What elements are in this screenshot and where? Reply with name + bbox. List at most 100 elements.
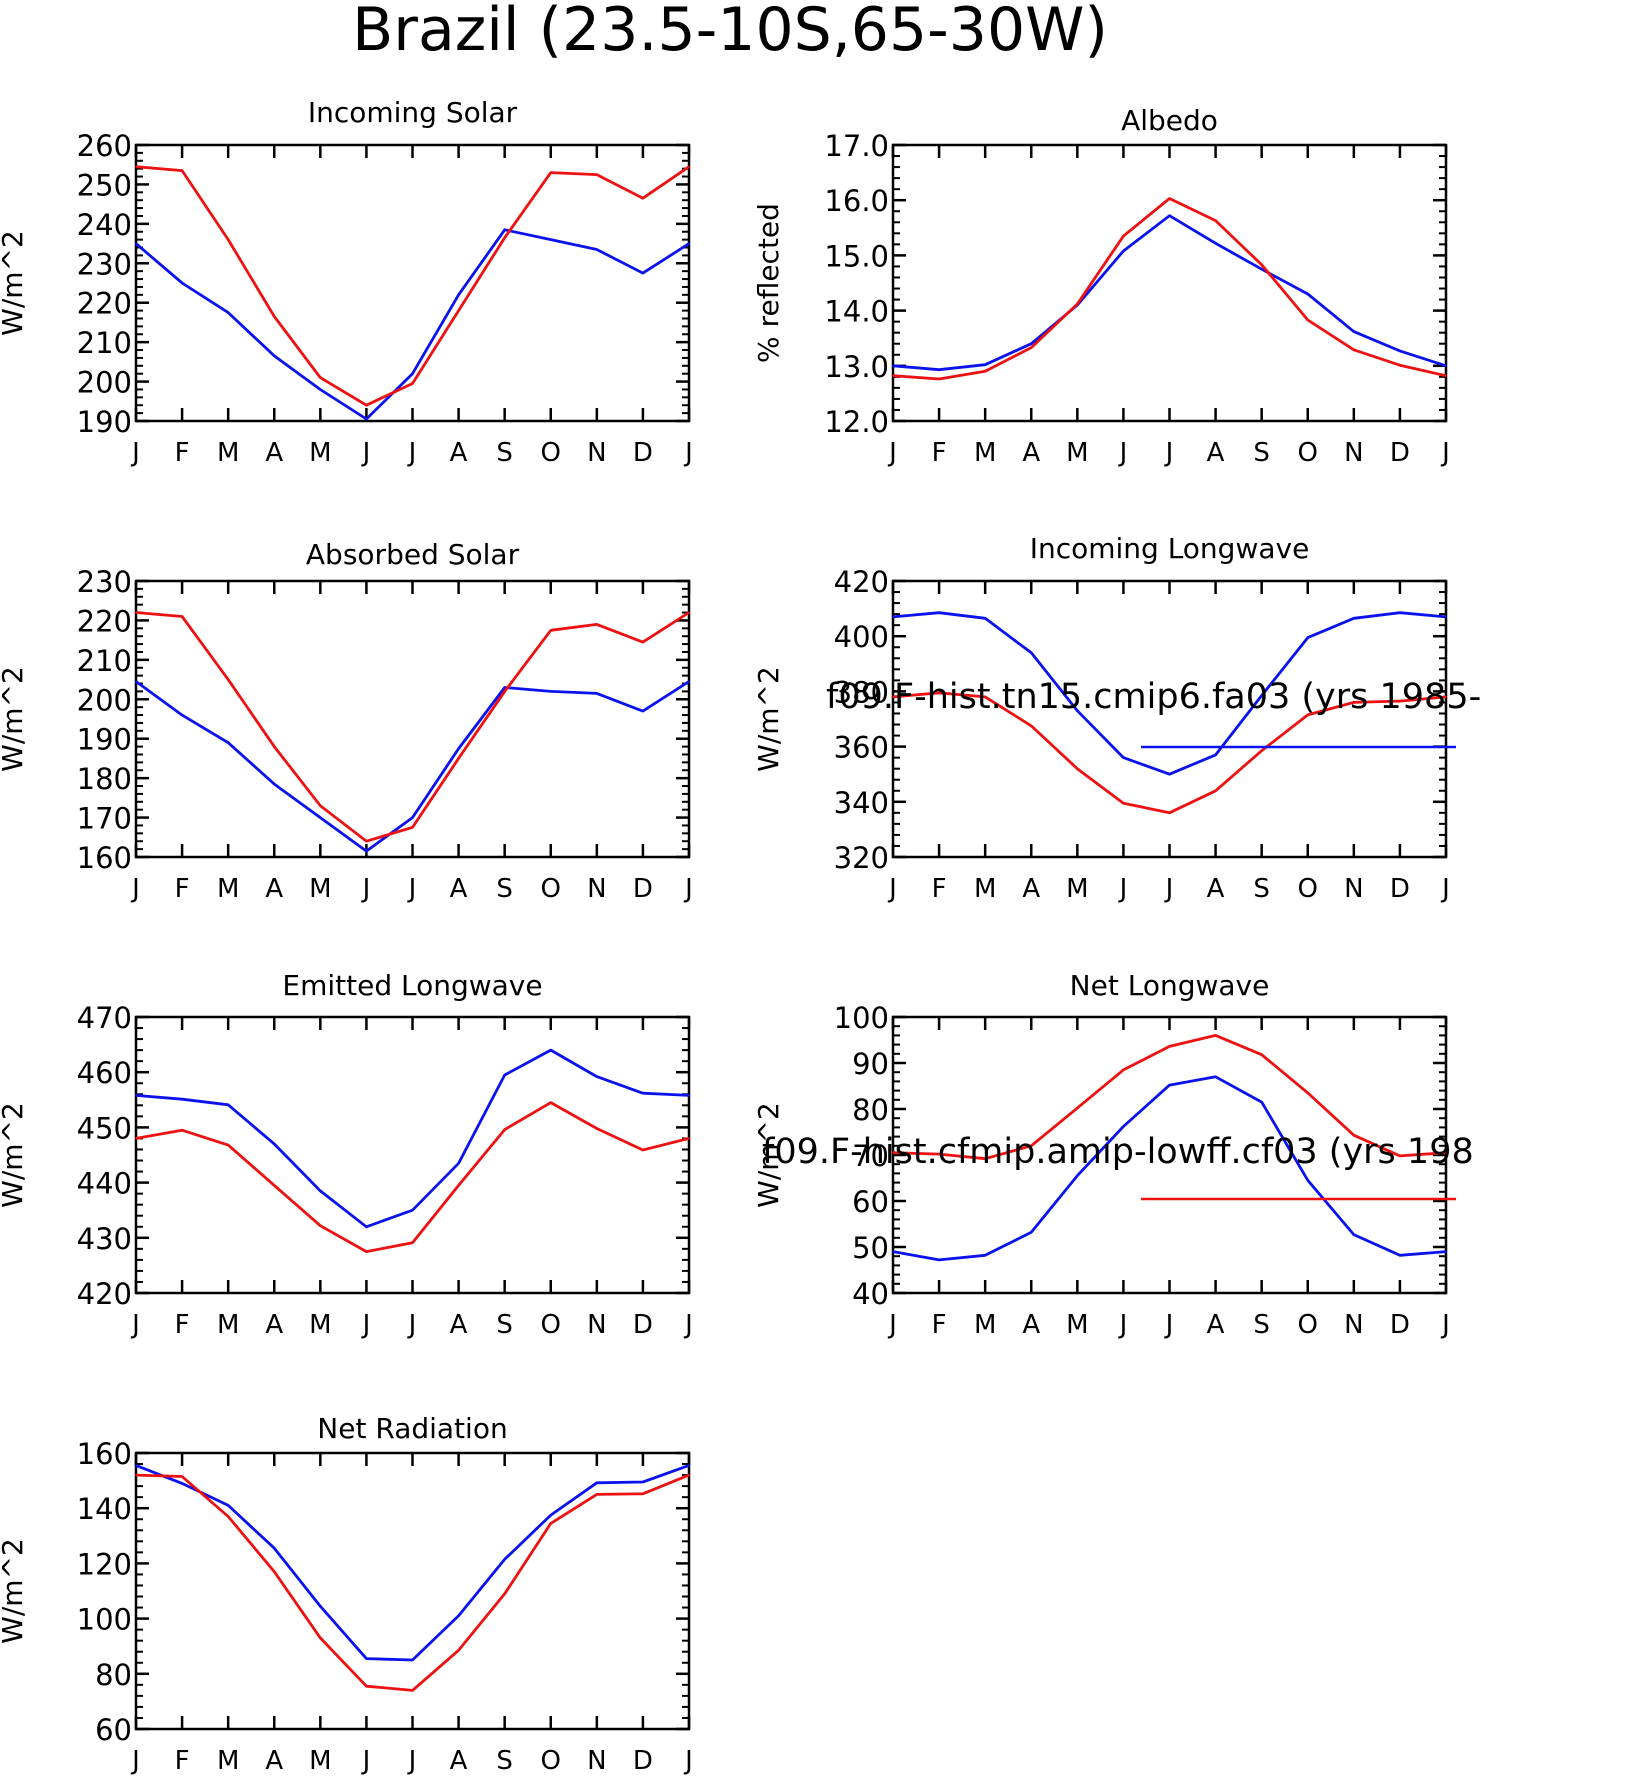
legend-label-series-b: f09.F-hist.cfmip.amip-lowff.cf03 (yrs 19… [762,1132,1474,1172]
y-tick-label: 180 [77,762,132,796]
x-tick-label: A [450,1746,468,1776]
point-series-a [1353,330,1355,333]
x-tick-label: M [217,438,239,468]
x-tick-label: A [265,874,283,904]
point-series-a [892,365,894,367]
y-tick-label: 190 [77,405,132,439]
x-tick-label: J [1118,1310,1128,1340]
x-tick-label: J [130,438,140,468]
plot-frame [134,143,691,423]
x-tick-label: J [683,438,693,468]
y-tick-label: 16.0 [824,184,889,218]
point-series-a [984,1254,986,1257]
y-tick-label: 260 [77,129,132,163]
point-series-b [688,165,690,168]
y-tick-label: 60 [95,1713,132,1747]
point-series-b [1306,319,1309,321]
chart-title: Incoming Longwave [1030,532,1310,565]
chart-title: Incoming Solar [308,96,518,129]
y-tick-label: 15.0 [824,239,889,273]
point-series-a [642,272,644,274]
y-axis-label: W/m^2 [752,666,785,772]
x-tick-label: A [265,438,283,468]
x-tick-label: O [541,1310,561,1340]
y-tick-label: 160 [77,841,132,875]
chart-panel: J F M A M J J A S O N D J160170180190200210220230Abs… [0,538,693,904]
x-tick-label: D [633,438,653,468]
x-tick-label: S [496,1310,513,1340]
y-tick-label: 200 [77,683,132,717]
point-series-b [181,615,183,618]
x-tick-label: N [587,874,606,904]
x-tick-label: O [1298,874,1318,904]
x-tick-label: A [265,1310,283,1340]
point-series-a [1030,342,1033,345]
chart-panel: J F M A M J J A S O N D J320340360380400420Incoming … [752,532,1450,904]
y-tick-label: 230 [77,565,132,599]
x-tick-label: A [1022,438,1040,468]
x-tick-label: N [587,438,606,468]
point-series-a [984,617,986,620]
point-series-a [1399,350,1401,352]
y-tick-label: 14.0 [824,295,889,329]
x-tick-label: N [1344,438,1363,468]
x-tick-label: A [1022,874,1040,904]
point-series-b [596,623,598,626]
point-series-b [273,1570,276,1573]
point-series-a [938,368,940,371]
y-axis-label: % reflected [752,203,785,363]
point-series-a [411,816,414,819]
point-series-a [938,611,940,614]
legend: f09.F-hist.tn15.cmip6.fa03 (yrs 1985- f0… [762,677,1481,1201]
y-tick-label: 420 [834,565,889,599]
point-series-b [1260,263,1263,266]
point-series-b [549,1101,552,1104]
x-tick-label: J [361,1746,371,1776]
y-tick-label: 460 [77,1056,132,1090]
x-tick-label: D [633,874,653,904]
x-tick-label: M [309,438,331,468]
x-tick-label: J [407,1746,417,1776]
point-series-a [1399,1254,1401,1257]
point-series-b [1399,700,1401,702]
point-series-a [1214,1076,1217,1078]
point-series-a [411,372,414,375]
x-tick-label: J [1164,874,1174,904]
point-series-b [135,1474,137,1476]
x-tick-label: J [887,438,897,468]
x-tick-label: F [932,874,947,904]
point-series-b [1260,1053,1263,1056]
y-tick-label: 320 [834,841,889,875]
point-series-b [411,382,414,385]
x-tick-label: J [1440,438,1450,468]
chart-panels: J F M A M J J A S O N D J190200210220230240250260Inc… [0,96,1450,1776]
point-series-b [1445,696,1447,698]
line-series-a [892,214,1447,372]
x-tick-label: F [175,874,190,904]
point-series-a [457,1162,460,1165]
point-series-b [1076,767,1079,770]
point-series-b [938,691,940,694]
line-series-b [135,165,690,407]
y-tick-label: 470 [77,1001,132,1035]
point-series-a [1445,616,1447,618]
point-series-a [457,1615,460,1617]
x-tick-label: A [1207,438,1225,468]
x-tick-label: J [407,1310,417,1340]
point-series-b [411,826,414,829]
y-tick-label: 17.0 [824,129,889,163]
x-tick-label: A [450,438,468,468]
y-axis-label: W/m^2 [0,1538,29,1644]
x-tick-label: D [1390,1310,1410,1340]
x-tick-label: O [541,1746,561,1776]
point-series-b [457,757,460,760]
line-series-a [135,228,690,421]
point-series-a [1122,1125,1125,1128]
point-series-b [1214,1034,1217,1037]
y-tick-label: 360 [834,731,889,765]
point-series-a [1076,1174,1079,1177]
point-series-a [319,1190,322,1192]
point-series-a [135,242,137,245]
point-series-a [457,747,460,750]
point-series-b [688,1474,690,1476]
